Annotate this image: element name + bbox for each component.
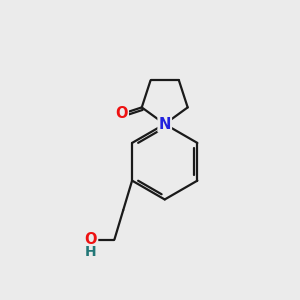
Text: O: O xyxy=(85,232,97,247)
Text: N: N xyxy=(158,117,171,132)
Text: H: H xyxy=(85,245,97,259)
Text: O: O xyxy=(115,106,128,122)
